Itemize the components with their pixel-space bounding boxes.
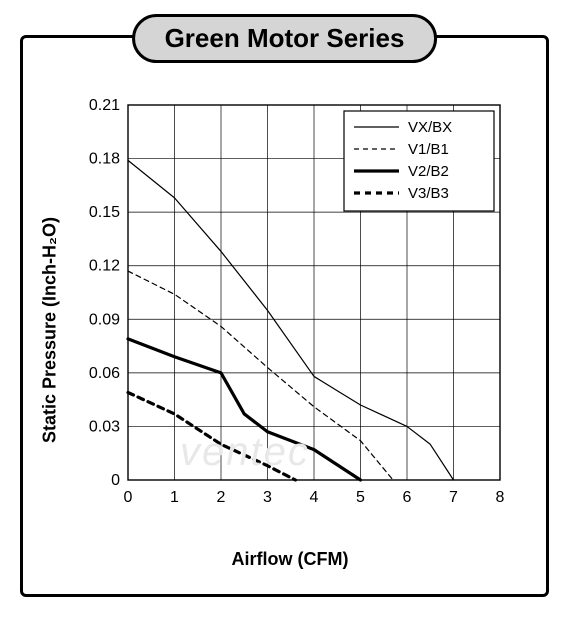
svg-text:0.21: 0.21 [89, 97, 120, 114]
svg-text:V1/B1: V1/B1 [408, 141, 449, 158]
line-chart-svg: 0 1 2 3 4 5 6 7 8 0 0.03 0.06 0.09 0.12 0.15 0.18 0.21 VX… [60, 95, 520, 535]
svg-text:V2/B2: V2/B2 [408, 163, 449, 180]
svg-text:0.15: 0.15 [89, 204, 120, 221]
svg-text:8: 8 [496, 489, 505, 506]
svg-text:0: 0 [124, 489, 133, 506]
svg-text:6: 6 [403, 489, 412, 506]
svg-text:0.06: 0.06 [89, 365, 120, 382]
svg-text:VX/BX: VX/BX [408, 119, 452, 136]
figure-container: Green Motor Series ventec Static Pressur… [0, 0, 569, 617]
svg-text:5: 5 [356, 489, 365, 506]
svg-text:0.18: 0.18 [89, 151, 120, 168]
svg-text:0.09: 0.09 [89, 311, 120, 328]
svg-text:0.03: 0.03 [89, 418, 120, 435]
svg-text:0: 0 [111, 472, 120, 489]
x-axis-label: Airflow (CFM) [232, 549, 349, 570]
svg-text:3: 3 [263, 489, 272, 506]
svg-text:7: 7 [449, 489, 458, 506]
svg-text:V3/B3: V3/B3 [408, 185, 449, 202]
svg-text:4: 4 [310, 489, 319, 506]
y-axis-label: Static Pressure (Inch-H₂O) [40, 217, 61, 443]
svg-text:0.12: 0.12 [89, 258, 120, 275]
chart-title: Green Motor Series [132, 14, 438, 63]
svg-text:2: 2 [217, 489, 226, 506]
chart-area: ventec Static Pressure (Inch-H₂O) 012345… [60, 95, 520, 565]
svg-text:1: 1 [170, 489, 179, 506]
